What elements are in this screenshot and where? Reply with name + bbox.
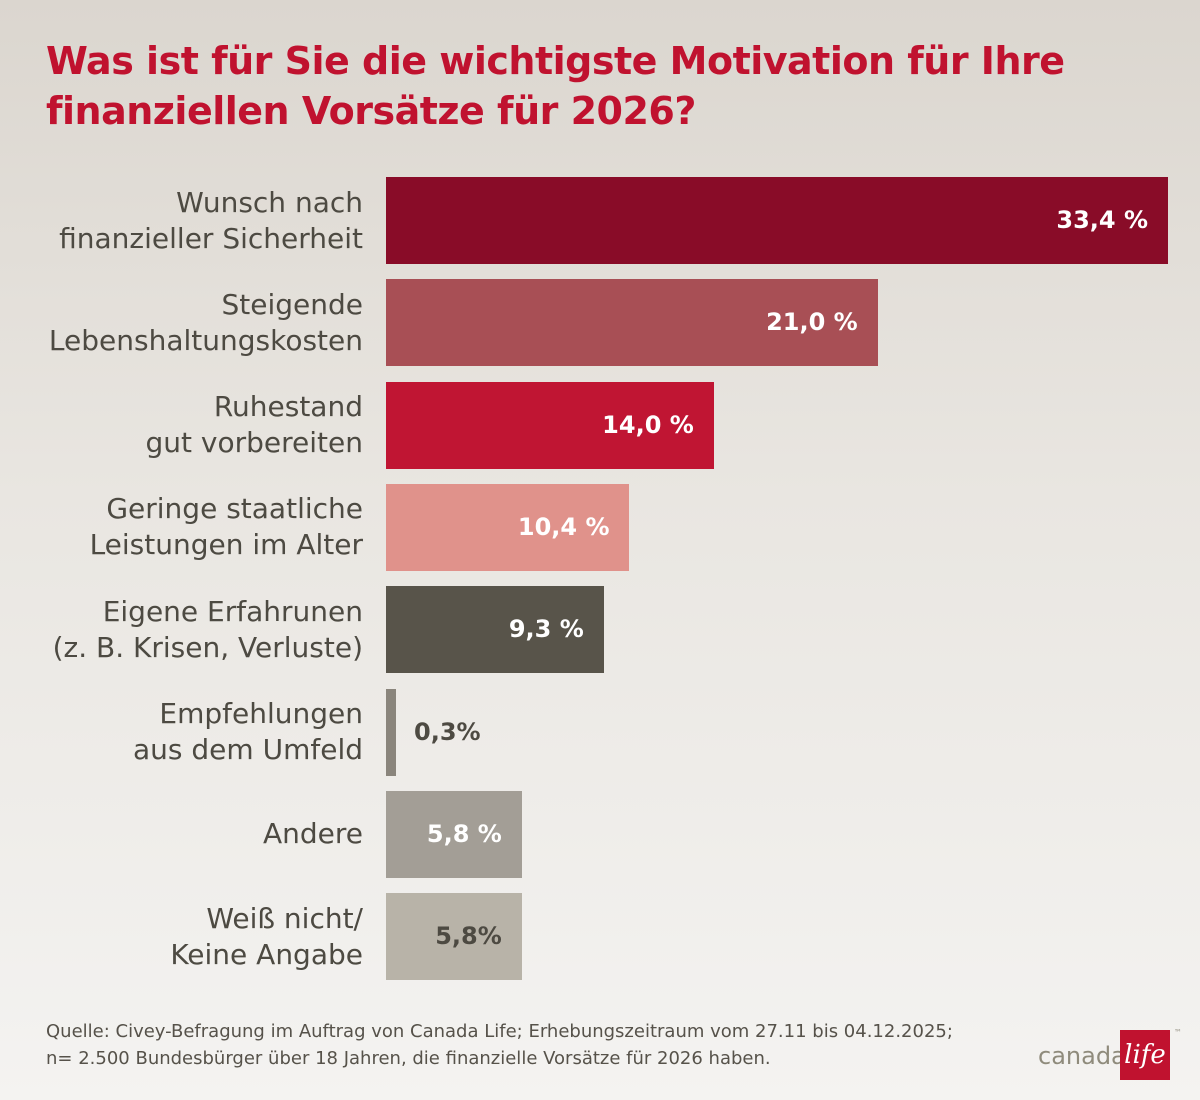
category-label: Geringe staatliche Leistungen im Alter — [89, 492, 363, 562]
bar — [386, 790, 522, 878]
chart-title: Was ist für Sie die wichtigste Motivatio… — [46, 39, 1065, 133]
data-label: 21,0 % — [766, 308, 858, 337]
category-label: Weiß nicht/ Keine Angabe — [170, 901, 363, 971]
bar — [386, 483, 630, 571]
bar — [386, 688, 396, 776]
category-label: Steigende Lebenshaltungskosten — [48, 287, 363, 357]
source-note: Quelle: Civey-Befragung im Auftrag von C… — [46, 1018, 953, 1072]
category-label: Eigene Erfahrunen (z. B. Krisen, Verlust… — [52, 594, 363, 664]
data-label: 33,4 % — [1056, 206, 1148, 234]
category-label: Ruhestand gut vorbereiten — [145, 390, 363, 460]
canada-life-logo: canada life ™ — [1038, 1028, 1188, 1082]
source-line-1: Quelle: Civey-Befragung im Auftrag von C… — [46, 1021, 953, 1042]
category-label: Wunsch nach finanzieller Sicherheit — [59, 185, 363, 255]
logo-mark: life — [1120, 1030, 1170, 1080]
data-label: 9,3 % — [508, 615, 584, 644]
bar — [386, 893, 522, 981]
data-label: 5,8 % — [426, 819, 502, 848]
logo-trademark: ™ — [1174, 1028, 1182, 1037]
bar — [386, 177, 1168, 264]
category-label: Empfehlungen aus dem Umfeld — [133, 697, 363, 766]
data-label: 0,3% — [414, 717, 481, 746]
bar — [386, 279, 878, 367]
category-label: Andere — [262, 817, 363, 851]
source-line-2: n= 2.500 Bundesbürger über 18 Jahren, di… — [46, 1048, 771, 1069]
data-label: 10,4 % — [517, 512, 610, 541]
data-label: 14,0 % — [602, 410, 694, 439]
bar — [386, 586, 604, 674]
bar — [386, 381, 714, 469]
data-label: 5,8% — [435, 922, 502, 951]
bar-chart: Wunsch nach finanzieller Sicherheit 33,4 … — [48, 177, 1168, 981]
logo-word: canada — [1038, 1042, 1126, 1070]
